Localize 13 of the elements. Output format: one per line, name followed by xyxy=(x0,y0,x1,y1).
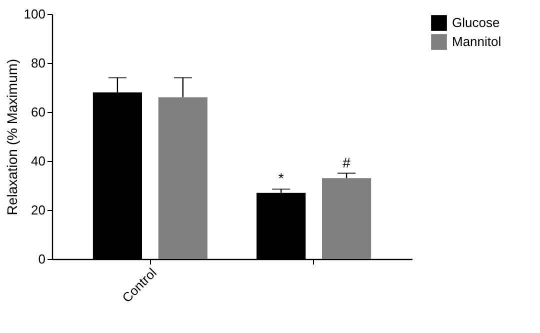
y-tick-label: 80 xyxy=(31,56,46,70)
legend-label: Mannitol xyxy=(452,34,502,49)
y-tick-label: 20 xyxy=(31,202,46,218)
data-label: * xyxy=(278,170,284,186)
bar xyxy=(322,178,372,259)
bar xyxy=(158,97,208,259)
data-label: # xyxy=(342,154,351,170)
legend-label: Glucose xyxy=(452,15,500,30)
y-tick-label: 40 xyxy=(31,154,46,168)
y-axis-title: Relaxation (% Maximum) xyxy=(4,58,20,216)
y-tick-label: 100 xyxy=(24,6,46,22)
y-tick-label: 60 xyxy=(31,104,46,120)
y-tick-label: 0 xyxy=(38,252,46,266)
